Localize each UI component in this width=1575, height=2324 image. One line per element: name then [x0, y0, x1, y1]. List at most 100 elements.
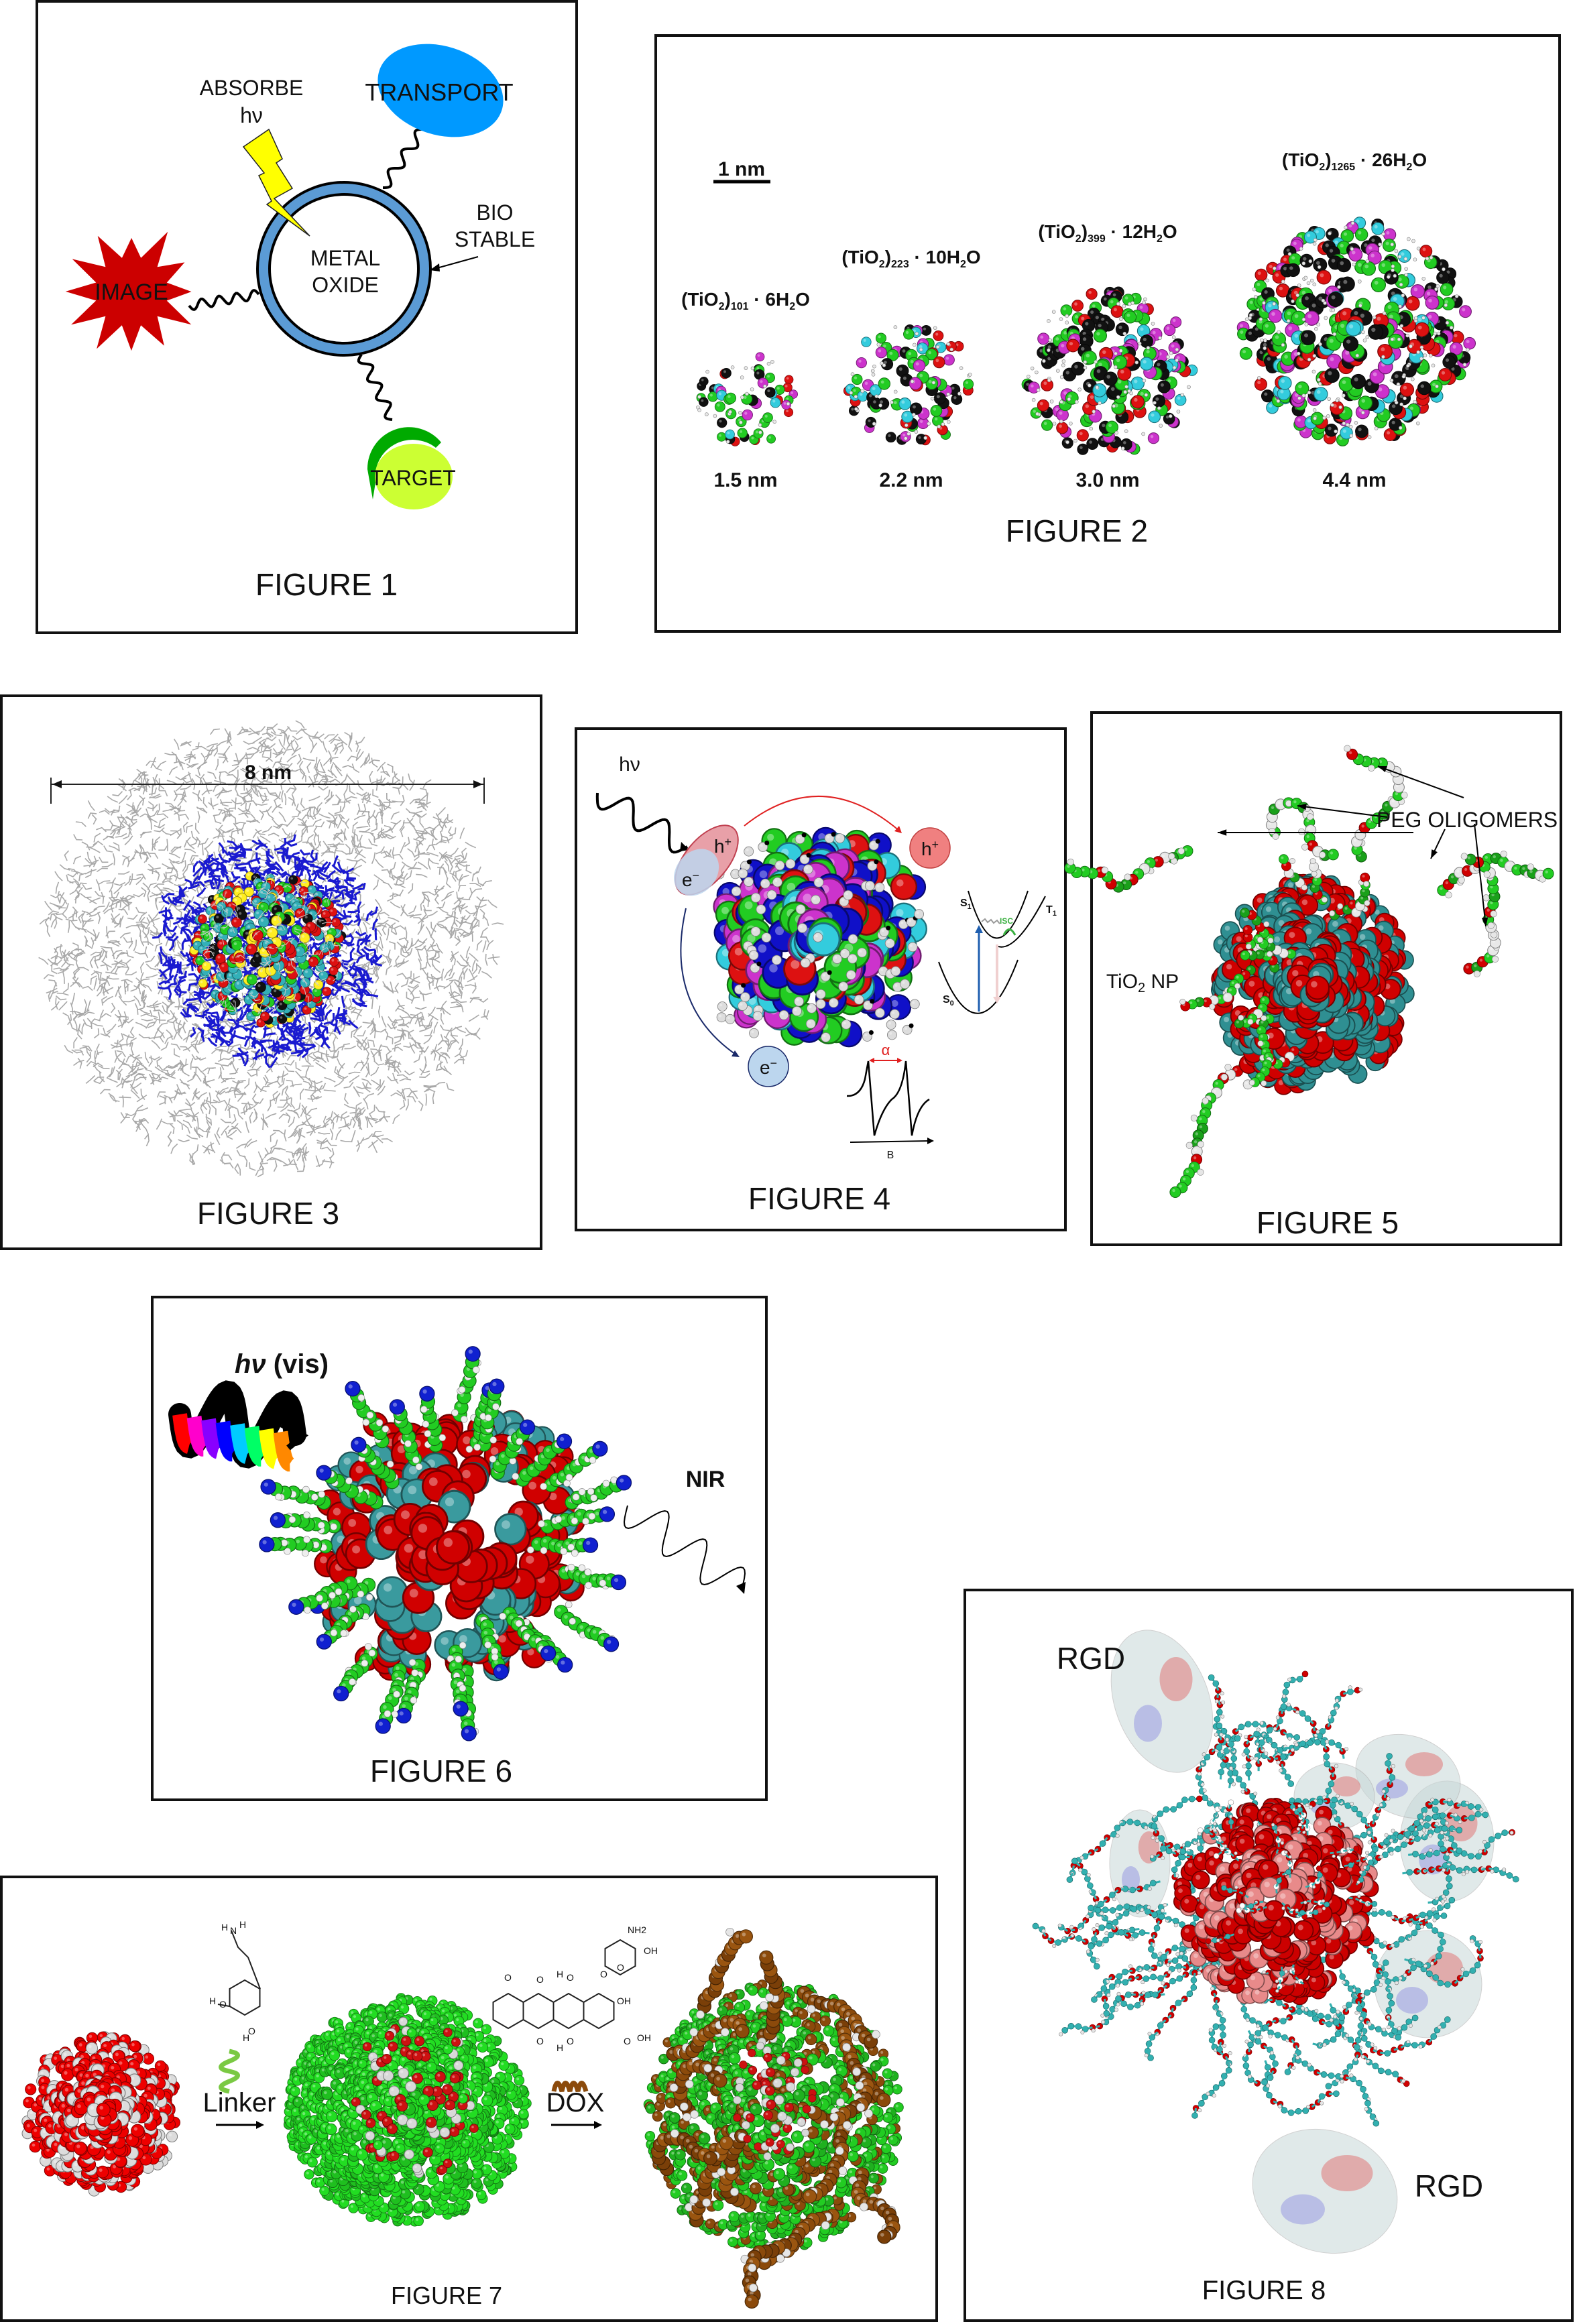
solvent-molecule [397, 1075, 408, 1078]
solvent-molecule [68, 873, 78, 877]
atom-highlight [1442, 371, 1445, 375]
atom-highlight [727, 432, 730, 434]
hydrogen-atom [1434, 332, 1437, 335]
solvent-molecule [246, 1121, 249, 1133]
atom [1356, 425, 1368, 438]
solvent-molecule [110, 820, 119, 827]
solvent-molecule [307, 1108, 317, 1114]
solvent-molecule [312, 1095, 322, 1099]
solvent-molecule [408, 883, 413, 894]
hydrogen-atom [1422, 316, 1425, 320]
solvent-molecule [241, 1103, 253, 1105]
solvent-molecule [58, 891, 60, 902]
atom [1351, 375, 1365, 389]
hydrogen-atom [1328, 232, 1332, 235]
atom-highlight [1305, 296, 1309, 300]
solvent-molecule [259, 751, 271, 753]
solvent-molecule [382, 1139, 393, 1142]
solvent-molecule [312, 738, 323, 743]
hydrogen-atom [1144, 298, 1147, 301]
atom-highlight [1281, 379, 1285, 383]
solvent-molecule [93, 841, 103, 845]
atom-highlight [1104, 298, 1107, 301]
atom-highlight [1263, 343, 1267, 347]
atom-highlight [1097, 369, 1101, 373]
solvent-molecule [190, 838, 198, 846]
hydrogen-atom [907, 432, 911, 436]
solvent-molecule [387, 928, 389, 940]
solvent-molecule [94, 833, 101, 842]
hydrogen-atom [1398, 255, 1401, 259]
hydrogen-atom [1047, 379, 1051, 382]
hydrogen-atom [1116, 302, 1120, 306]
formula-part: 2 [1157, 233, 1163, 245]
solvent-molecule [408, 774, 414, 784]
atom [756, 353, 764, 361]
hydrogen-atom [1036, 412, 1039, 416]
hydrogen-atom [1358, 280, 1361, 283]
formula-part: (TiO [681, 289, 718, 310]
hydrogen-atom [1412, 239, 1415, 243]
solvent-molecule [127, 950, 133, 958]
solvent-molecule [416, 874, 427, 877]
formula-part: (TiO [1282, 149, 1319, 170]
hydrogen-atom [1065, 321, 1069, 324]
solvent-molecule [392, 1047, 403, 1050]
solvent-molecule [165, 1036, 173, 1044]
solvent-molecule [400, 1079, 411, 1081]
solvent-molecule [372, 853, 375, 864]
atom-highlight [1386, 242, 1389, 245]
hydrogen-atom [927, 422, 931, 426]
solvent-molecule [255, 727, 266, 733]
hydrogen-atom [1066, 440, 1069, 444]
solvent-molecule [213, 810, 223, 816]
hydrogen-atom [1400, 403, 1403, 406]
hydrogen-atom [1062, 359, 1065, 363]
atom-highlight [899, 367, 902, 371]
atom-highlight [1332, 259, 1336, 263]
solvent-molecule [126, 1054, 134, 1062]
solvent-molecule [135, 1003, 138, 1015]
solvent-molecule [377, 920, 388, 924]
solvent-molecule [211, 798, 214, 809]
formula-part: 2 [719, 301, 725, 312]
bio-stable-arrow [434, 257, 478, 269]
atom [933, 330, 943, 341]
atom [1420, 245, 1432, 257]
hydrogen-atom [1078, 388, 1082, 391]
solvent-molecule [171, 1044, 180, 1050]
solvent-molecule [472, 930, 473, 942]
solvent-molecule [50, 894, 60, 898]
atom-highlight [1120, 370, 1124, 374]
atom-highlight [1125, 296, 1128, 300]
solvent-molecule [375, 1029, 386, 1032]
hydrogen-atom [1417, 247, 1420, 250]
solvent-molecule [157, 761, 166, 768]
solvent-molecule [131, 1027, 135, 1037]
hydrogen-atom [1181, 393, 1184, 397]
atom-highlight [1320, 273, 1324, 278]
hydrogen-atom [1310, 279, 1314, 282]
hydrogen-atom [1114, 352, 1118, 355]
solvent-molecule [330, 1129, 333, 1140]
hydrogen-atom [931, 397, 934, 400]
solvent-molecule [219, 1051, 230, 1054]
solvent-molecule [406, 1099, 409, 1110]
atom-highlight [935, 333, 938, 336]
hydrogen-atom [851, 373, 854, 376]
solvent-molecule [262, 826, 272, 832]
solvent-molecule [465, 842, 476, 847]
solvent-molecule [354, 815, 365, 820]
solvent-molecule [221, 829, 231, 833]
solvent-molecule [296, 1071, 304, 1080]
solvent-molecule [224, 1100, 227, 1111]
solvent-molecule [100, 973, 101, 985]
hydrogen-atom [941, 422, 945, 426]
atom-highlight [1445, 300, 1448, 304]
solvent-molecule [169, 853, 180, 858]
solvent-molecule [357, 804, 360, 815]
atom-highlight [1428, 315, 1432, 319]
atom [1240, 347, 1252, 359]
hydrogen-atom [1342, 422, 1346, 425]
atom-highlight [858, 360, 861, 363]
